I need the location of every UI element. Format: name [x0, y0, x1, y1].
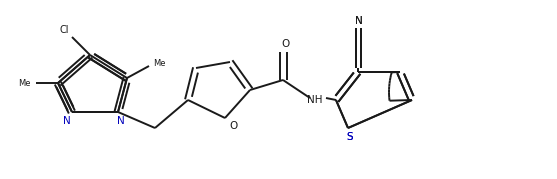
- Text: S: S: [346, 132, 353, 142]
- Text: NH: NH: [307, 95, 323, 105]
- Text: N: N: [117, 116, 125, 126]
- Text: Me: Me: [153, 59, 165, 67]
- Text: N: N: [355, 16, 363, 26]
- Text: Cl: Cl: [59, 25, 69, 35]
- Text: O: O: [281, 39, 289, 49]
- Text: Me: Me: [18, 79, 30, 88]
- Text: O: O: [229, 121, 237, 131]
- Text: N: N: [355, 16, 363, 26]
- Text: S: S: [346, 132, 353, 142]
- Text: N: N: [63, 116, 71, 126]
